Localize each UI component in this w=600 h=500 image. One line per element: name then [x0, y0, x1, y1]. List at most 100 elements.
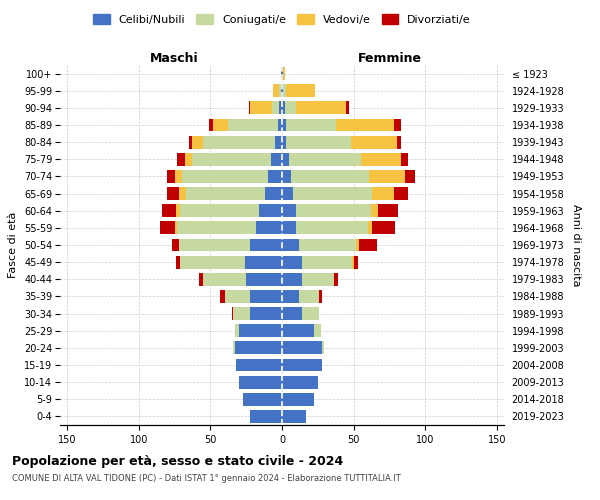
- Bar: [282, 204, 296, 217]
- Bar: [356, 238, 359, 252]
- Bar: [250, 102, 272, 114]
- Text: Maschi: Maschi: [150, 52, 199, 65]
- Bar: [282, 187, 293, 200]
- Bar: [274, 84, 279, 97]
- Bar: [178, 222, 256, 234]
- Bar: [256, 222, 282, 234]
- Bar: [182, 170, 268, 183]
- Bar: [283, 67, 285, 80]
- Bar: [283, 84, 286, 97]
- Bar: [282, 307, 302, 320]
- Bar: [282, 324, 314, 337]
- Bar: [286, 136, 351, 148]
- Bar: [401, 153, 408, 166]
- Bar: [278, 118, 282, 132]
- Bar: [397, 136, 401, 148]
- Bar: [286, 84, 315, 97]
- Bar: [293, 187, 372, 200]
- Bar: [282, 376, 318, 388]
- Bar: [346, 102, 349, 114]
- Bar: [282, 410, 307, 423]
- Bar: [394, 187, 408, 200]
- Bar: [220, 290, 225, 303]
- Bar: [282, 273, 302, 285]
- Bar: [279, 84, 281, 97]
- Bar: [179, 238, 250, 252]
- Bar: [244, 393, 282, 406]
- Bar: [334, 273, 338, 285]
- Bar: [185, 153, 192, 166]
- Bar: [281, 84, 282, 97]
- Y-axis label: Anni di nascita: Anni di nascita: [571, 204, 581, 286]
- Bar: [359, 238, 377, 252]
- Bar: [370, 170, 405, 183]
- Bar: [161, 204, 176, 217]
- Bar: [361, 153, 401, 166]
- Bar: [352, 256, 353, 268]
- Legend: Celibi/Nubili, Coniugati/e, Vedovi/e, Divorziati/e: Celibi/Nubili, Coniugati/e, Vedovi/e, Di…: [89, 10, 475, 29]
- Bar: [227, 118, 278, 132]
- Bar: [250, 410, 282, 423]
- Bar: [160, 222, 175, 234]
- Bar: [199, 273, 203, 285]
- Bar: [181, 204, 259, 217]
- Bar: [372, 222, 395, 234]
- Bar: [282, 290, 299, 303]
- Bar: [189, 136, 192, 148]
- Bar: [282, 256, 302, 268]
- Bar: [286, 118, 337, 132]
- Bar: [296, 204, 371, 217]
- Bar: [236, 358, 282, 372]
- Bar: [302, 307, 319, 320]
- Bar: [259, 204, 282, 217]
- Bar: [272, 102, 279, 114]
- Bar: [296, 102, 346, 114]
- Bar: [245, 256, 282, 268]
- Bar: [235, 324, 239, 337]
- Bar: [378, 204, 398, 217]
- Bar: [282, 170, 290, 183]
- Bar: [246, 273, 282, 285]
- Bar: [285, 102, 296, 114]
- Bar: [265, 187, 282, 200]
- Bar: [337, 118, 394, 132]
- Bar: [299, 238, 356, 252]
- Bar: [371, 204, 378, 217]
- Bar: [319, 290, 322, 303]
- Bar: [250, 307, 282, 320]
- Bar: [302, 273, 334, 285]
- Bar: [239, 324, 282, 337]
- Bar: [282, 222, 296, 234]
- Y-axis label: Fasce di età: Fasce di età: [8, 212, 19, 278]
- Bar: [225, 290, 250, 303]
- Bar: [172, 238, 179, 252]
- Bar: [213, 118, 227, 132]
- Bar: [282, 84, 283, 97]
- Bar: [203, 273, 246, 285]
- Bar: [233, 342, 235, 354]
- Bar: [353, 256, 358, 268]
- Bar: [176, 204, 181, 217]
- Bar: [175, 222, 178, 234]
- Bar: [239, 376, 282, 388]
- Bar: [250, 290, 282, 303]
- Bar: [290, 170, 370, 183]
- Bar: [167, 170, 175, 183]
- Bar: [233, 307, 250, 320]
- Bar: [192, 153, 271, 166]
- Bar: [281, 67, 282, 80]
- Bar: [203, 136, 275, 148]
- Bar: [250, 238, 282, 252]
- Text: Popolazione per età, sesso e stato civile - 2024: Popolazione per età, sesso e stato civil…: [12, 455, 343, 468]
- Bar: [282, 136, 286, 148]
- Bar: [268, 170, 282, 183]
- Bar: [299, 290, 319, 303]
- Text: Femmine: Femmine: [358, 52, 421, 65]
- Bar: [175, 170, 182, 183]
- Bar: [176, 256, 181, 268]
- Bar: [282, 358, 322, 372]
- Bar: [282, 67, 283, 80]
- Bar: [314, 324, 320, 337]
- Bar: [351, 136, 397, 148]
- Bar: [209, 118, 213, 132]
